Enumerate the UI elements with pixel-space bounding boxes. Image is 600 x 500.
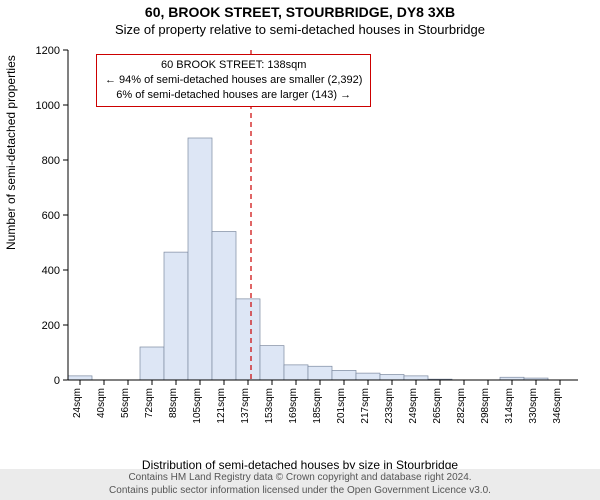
attribution-line-1: Contains HM Land Registry data © Crown c… [6,472,594,485]
x-tick-label: 233sqm [384,388,395,424]
histogram-bar [308,366,332,380]
histogram-bar [404,376,428,380]
x-tick-label: 217sqm [360,388,371,424]
x-tick-label: 137sqm [240,388,251,424]
x-tick-label: 88sqm [168,388,179,418]
x-tick-label: 298sqm [480,388,491,424]
x-tick-label: 24sqm [72,388,83,418]
histogram-bar [140,347,164,380]
chart-container: 60, BROOK STREET, STOURBRIDGE, DY8 3XB S… [0,0,600,500]
annotation-line-3: 6% of semi-detached houses are larger (1… [105,88,362,103]
x-tick-label: 185sqm [312,388,323,424]
svg-text:1000: 1000 [36,100,60,112]
svg-text:600: 600 [42,210,60,222]
x-tick-label: 265sqm [432,388,443,424]
x-tick-label: 282sqm [456,388,467,424]
annotation-box: 60 BROOK STREET: 138sqm ← 94% of semi-de… [96,54,371,107]
histogram-bar [236,299,260,380]
histogram-bar [380,375,404,381]
x-tick-label: 249sqm [408,388,419,424]
histogram-bar [188,138,212,380]
histogram-bar [68,376,92,380]
attribution-line-2: Contains public sector information licen… [6,485,594,498]
title-line-1: 60, BROOK STREET, STOURBRIDGE, DY8 3XB [0,4,600,20]
svg-text:1200: 1200 [36,45,60,57]
attribution-footer: Contains HM Land Registry data © Crown c… [0,469,600,500]
x-tick-label: 153sqm [264,388,275,424]
svg-text:200: 200 [42,320,60,332]
annotation-line-1: 60 BROOK STREET: 138sqm [105,58,362,73]
x-tick-label: 330sqm [528,388,539,424]
title-line-2: Size of property relative to semi-detach… [0,22,600,37]
histogram-bar [260,346,284,380]
x-tick-label: 346sqm [552,388,563,424]
svg-text:0: 0 [54,375,60,387]
histogram-bar [356,373,380,380]
plot-area: 02004006008001000120024sqm40sqm56sqm72sq… [68,50,578,380]
svg-text:800: 800 [42,155,60,167]
histogram-bar [164,252,188,380]
x-tick-label: 40sqm [96,388,107,418]
x-tick-label: 169sqm [288,388,299,424]
svg-text:400: 400 [42,265,60,277]
x-tick-label: 201sqm [336,388,347,424]
y-axis-label: Number of semi-detached properties [4,55,18,250]
x-tick-label: 56sqm [120,388,131,418]
histogram-bar [284,365,308,380]
histogram-bar [212,232,236,381]
x-tick-label: 121sqm [216,388,227,424]
x-tick-label: 72sqm [144,388,155,418]
x-tick-label: 105sqm [192,388,203,424]
x-tick-label: 314sqm [504,388,515,424]
annotation-line-2: ← 94% of semi-detached houses are smalle… [105,73,362,88]
histogram-bar [332,370,356,380]
